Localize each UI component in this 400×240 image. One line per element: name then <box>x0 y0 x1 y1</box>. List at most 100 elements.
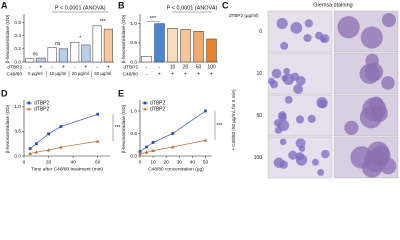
cell <box>280 41 289 50</box>
category-label: - <box>51 64 53 70</box>
category-label: + <box>107 64 110 70</box>
cell <box>321 149 330 159</box>
x-tick-label: 20 <box>164 159 170 165</box>
bar <box>180 29 191 63</box>
x-tick-label: 40 <box>190 159 196 165</box>
category-label: - <box>146 64 148 70</box>
marker <box>144 150 149 154</box>
cell <box>281 74 288 82</box>
marker <box>170 145 175 149</box>
category-label: + <box>84 64 87 70</box>
category-label: - <box>29 64 31 70</box>
cell <box>295 75 306 86</box>
x-axis-title: C48/80 concentration (µg) <box>148 166 204 172</box>
marker <box>96 112 100 116</box>
y-tick-label: 0.4 <box>14 33 21 39</box>
marker <box>28 147 32 151</box>
y-tick-label: 1.0 <box>130 108 137 114</box>
significance: *** <box>217 123 223 129</box>
y-tick-label: 1.0 <box>130 21 137 27</box>
panel-letter: C <box>222 0 229 10</box>
group-label: 10 µg/ml <box>49 71 66 76</box>
bar <box>193 31 204 63</box>
cell <box>379 157 397 175</box>
category-label: + <box>62 64 65 70</box>
marker <box>171 132 175 135</box>
bar <box>36 57 46 63</box>
cell <box>276 18 288 30</box>
y-tick-label: 0.0 <box>14 59 21 65</box>
bar <box>154 23 165 63</box>
cell <box>307 114 316 123</box>
y-tick-label: 0.6 <box>14 20 21 26</box>
marker <box>59 125 63 128</box>
group-label: 0 µg/ml <box>28 71 43 76</box>
category-label: 100 <box>207 64 216 70</box>
x-tick-label: 20 <box>46 159 52 165</box>
y-tick-label: 0.2 <box>14 46 21 52</box>
category-label: - <box>146 71 148 77</box>
y-axis-title: β-hexosaminidase (OD) <box>121 104 126 153</box>
category-label: + <box>197 71 200 77</box>
category-label: + <box>184 71 187 77</box>
cell <box>359 106 383 129</box>
category-label: + <box>158 71 161 77</box>
cell <box>271 68 282 79</box>
cell <box>365 53 379 68</box>
panel-title: Giemsa staining <box>313 2 352 8</box>
panel-letter: B <box>118 0 125 10</box>
group-label: 50 µg/ml <box>94 71 111 76</box>
row-label: dTBP2 <box>123 64 138 70</box>
significance: *** <box>150 16 157 22</box>
y-tick-label: 0.0 <box>130 59 137 65</box>
anova-label: P < 0.0001 (ANOVA) <box>167 5 218 11</box>
y-tick-label: 0.5 <box>130 40 137 46</box>
y-tick-label: 0.5 <box>130 131 137 137</box>
cell <box>268 77 275 85</box>
marker <box>34 150 39 154</box>
marker <box>138 151 142 156</box>
category-label: - <box>159 64 161 70</box>
category-label: + <box>171 71 174 77</box>
bar <box>70 42 80 63</box>
panel-letter: A <box>1 0 8 10</box>
bar <box>58 48 68 63</box>
legend-label: dTBP2 <box>34 100 50 106</box>
y-tick-label: 0.0 <box>14 153 21 159</box>
marker <box>59 145 63 149</box>
x-tick-label: 30 <box>177 159 183 165</box>
anova-label: P < 0.0001 (ANOVA) <box>55 5 106 11</box>
y-tick-label: 1.0 <box>14 104 21 110</box>
panel-letter: D <box>1 88 8 98</box>
x-tick-label: 10 <box>150 159 156 165</box>
cell <box>277 119 290 132</box>
category-label: + <box>39 64 42 70</box>
x-tick-label: 40 <box>70 159 76 165</box>
cell <box>278 112 287 122</box>
x-tick-label: 0 <box>139 159 142 165</box>
category-label: 10 <box>170 64 176 70</box>
y-tick-label: 0.5 <box>14 129 21 135</box>
legend-label: dTBP2 <box>34 106 50 112</box>
row-label: dTBP2 <box>7 64 22 70</box>
bar <box>25 58 35 63</box>
marker <box>151 141 155 144</box>
bar <box>141 56 152 63</box>
row-label: C48/80 <box>7 71 23 77</box>
bar <box>206 38 217 63</box>
row-header: dTBP2 (µg/ml) <box>229 13 259 18</box>
cell <box>295 152 305 161</box>
cell <box>364 62 384 82</box>
x-tick-label: 60 <box>95 159 101 165</box>
x-tick-label: 50 <box>203 159 209 165</box>
marker <box>151 148 155 152</box>
y-axis-title: β-hexosaminidase (OD) <box>5 104 10 153</box>
bar <box>81 44 91 63</box>
bar <box>47 47 57 63</box>
cell <box>381 13 396 28</box>
cell <box>293 83 304 94</box>
row-label: 0 <box>259 29 262 35</box>
marker <box>95 139 100 143</box>
significance: *** <box>115 125 121 131</box>
cell <box>317 168 325 176</box>
